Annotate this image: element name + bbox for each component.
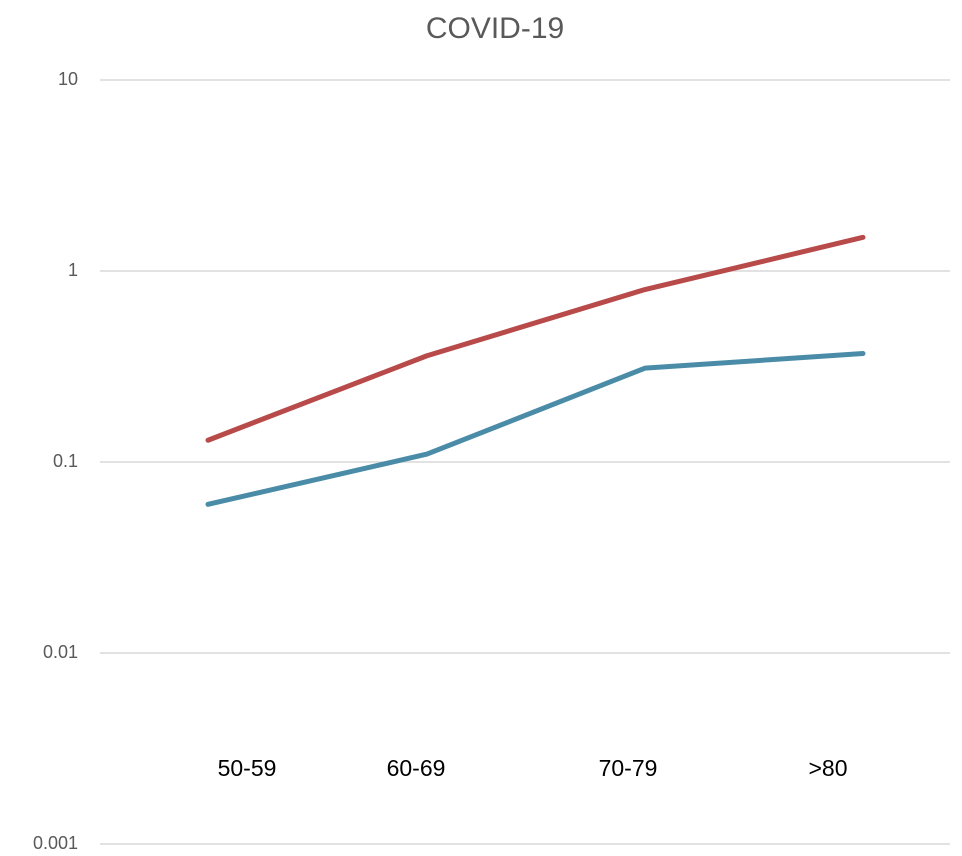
y-tick-label: 10 (58, 69, 78, 89)
x-tick-label: >80 (808, 755, 847, 781)
x-tick-label: 60-69 (387, 755, 446, 781)
chart-title: COVID-19 (426, 12, 564, 45)
line-series (205, 234, 866, 443)
y-tick-label: 0.1 (53, 451, 78, 471)
y-tick-label: 0.01 (43, 642, 78, 662)
x-tick-label: 50-59 (218, 755, 277, 781)
x-tick-label: 70-79 (599, 755, 658, 781)
line-series (205, 350, 866, 507)
y-tick-label: 1 (68, 260, 78, 280)
y-tick-label: 0.001 (33, 833, 78, 853)
